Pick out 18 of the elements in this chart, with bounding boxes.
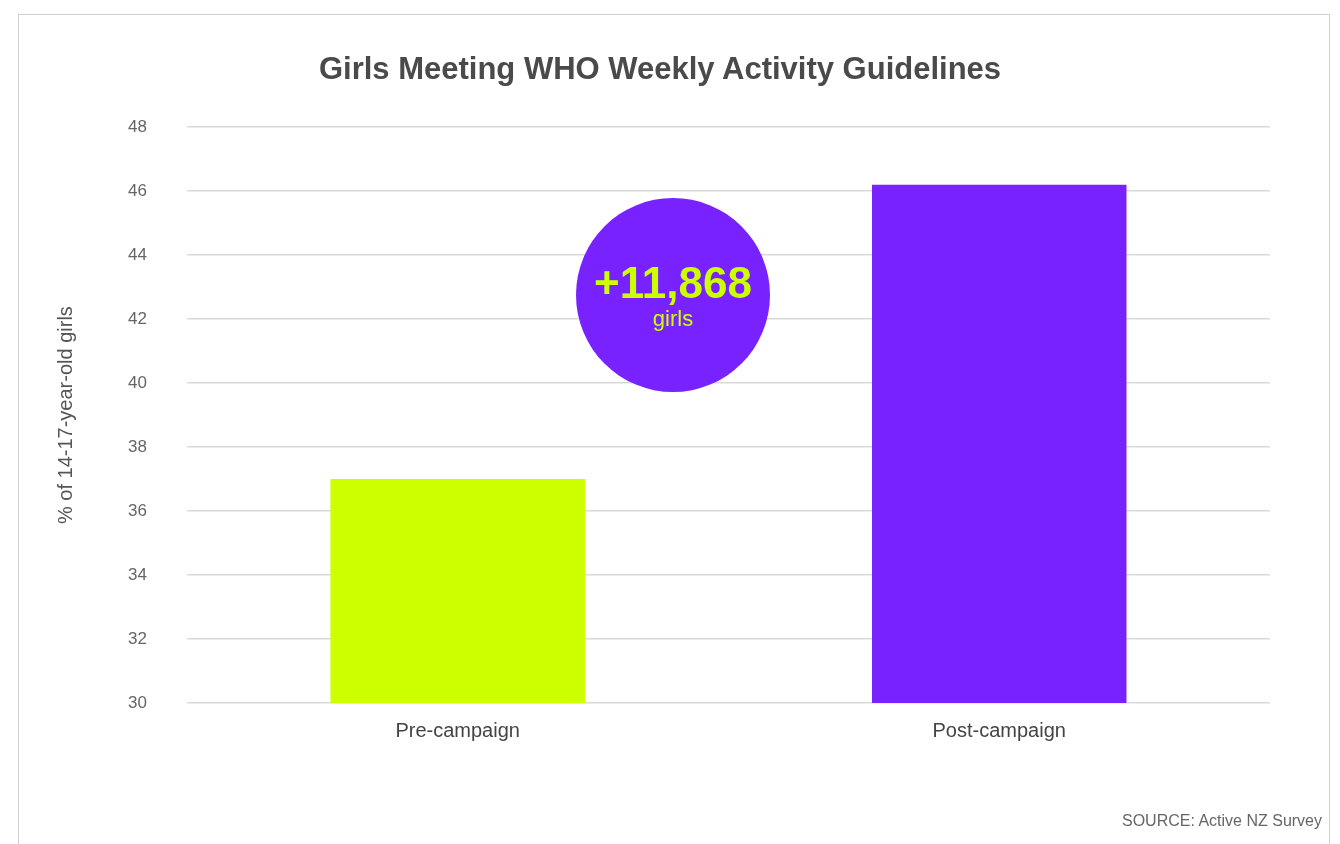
x-tick-label: Post-campaign xyxy=(932,718,1066,741)
y-tick-label: 30 xyxy=(127,692,147,712)
y-tick-label: 38 xyxy=(127,436,147,456)
x-tick-label: Pre-campaign xyxy=(395,718,520,741)
y-tick-label: 32 xyxy=(127,628,147,648)
y-tick-label: 44 xyxy=(127,244,147,264)
y-axis-title: % of 14-17-year-old girls xyxy=(53,306,76,525)
annotation: +11,868 xyxy=(594,258,752,307)
y-tick-label: 36 xyxy=(127,500,147,520)
annotation: girls xyxy=(652,306,694,331)
source-note: SOURCE: Active NZ Survey xyxy=(1121,812,1322,830)
y-tick-label: 34 xyxy=(127,564,147,584)
y-tick-label: 46 xyxy=(127,180,147,200)
y-tick-label: 48 xyxy=(127,116,147,136)
y-tick-label: 42 xyxy=(127,308,147,328)
chart-title: Girls Meeting WHO Weekly Activity Guidelines xyxy=(318,51,1002,87)
circle-badge: +11,868 girls xyxy=(576,198,770,392)
y-tick-label: 40 xyxy=(127,372,147,392)
